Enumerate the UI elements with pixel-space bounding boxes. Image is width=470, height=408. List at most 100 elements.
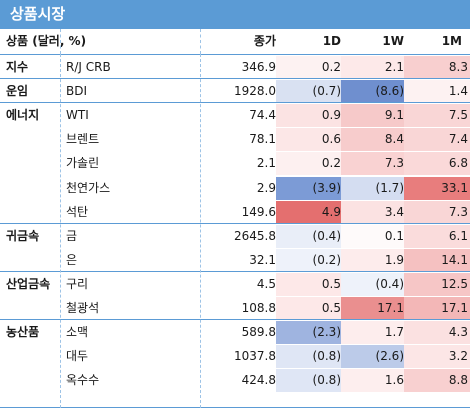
- cell-heat-bg: [404, 224, 470, 248]
- cell-1d: (2.3): [312, 325, 341, 340]
- cell-close: 589.8: [241, 325, 276, 340]
- row-name: BDI: [66, 84, 88, 99]
- cell-heat-bg: [404, 345, 470, 369]
- cell-1m: 3.2: [448, 349, 468, 364]
- table-row: 대두 1037.8 (0.8) (2.6) 3.2: [0, 344, 470, 369]
- row-name: 옥수수: [66, 373, 100, 388]
- cell-close: 4.5: [256, 276, 276, 291]
- cell-close: 1928.0: [234, 84, 276, 99]
- cell-1d: 0.2: [321, 60, 341, 74]
- cell-1m: 1.4: [448, 84, 468, 99]
- row-name: WTI: [66, 108, 89, 123]
- group-divider: [0, 271, 470, 272]
- cell-heat-bg: [276, 321, 341, 345]
- table-row: 운임 BDI 1928.0 (0.7) (8.6) 1.4: [0, 79, 470, 104]
- cell-close: 74.4: [249, 108, 276, 123]
- table-row: 지수 R/J CRB 346.9 0.2 2.1 8.3: [0, 55, 470, 79]
- row-name: 은: [66, 252, 78, 267]
- header-top-rule: [0, 28, 470, 29]
- cell-heat-bg: [276, 272, 341, 296]
- cell-1m: 8.3: [448, 60, 468, 74]
- header-bottom-rule: [0, 54, 470, 55]
- row-name: 천연가스: [66, 180, 111, 195]
- cell-1w: 17.1: [377, 301, 404, 315]
- cell-heat-bg: [341, 80, 404, 104]
- row-name: 소맥: [66, 325, 89, 340]
- cell-heat-bg: [404, 248, 470, 272]
- cell-1m: 33.1: [441, 180, 468, 195]
- cell-1m: 6.1: [448, 228, 468, 243]
- cell-close: 2.1: [256, 156, 276, 171]
- table-row: 가솔린 2.1 0.2 7.3 6.8: [0, 151, 470, 176]
- cell-heat-bg: [276, 176, 341, 200]
- cell-heat-bg: [404, 152, 470, 176]
- cell-1d: (0.7): [312, 84, 341, 99]
- row-group: 농산품: [6, 325, 40, 340]
- table-row: 천연가스 2.9 (3.9) (1.7) 33.1: [0, 176, 470, 200]
- cell-1d: 0.9: [321, 108, 341, 123]
- cell-heat-bg: [341, 128, 404, 152]
- cell-heat-bg: [404, 297, 470, 320]
- row-name: 철광석: [66, 301, 100, 315]
- cell-1d: 0.5: [321, 276, 341, 291]
- cell-close: 149.6: [241, 204, 276, 219]
- cell-1w: 8.4: [384, 132, 404, 147]
- column-divider: [60, 54, 61, 408]
- column-divider: [200, 29, 201, 54]
- cell-1m: 12.5: [441, 276, 468, 291]
- cell-heat-bg: [404, 56, 470, 79]
- cell-1d: 4.9: [321, 204, 341, 219]
- column-divider: [60, 29, 61, 54]
- row-group: 운임: [6, 84, 29, 99]
- cell-1w: 7.3: [384, 156, 404, 171]
- cell-1w: 0.1: [384, 228, 404, 243]
- cell-close: 346.9: [241, 60, 276, 74]
- cell-close: 78.1: [249, 132, 276, 147]
- cell-heat-bg: [341, 224, 404, 248]
- cell-heat-bg: [276, 248, 341, 272]
- table-title: 상품시장: [0, 0, 470, 28]
- cell-1w: 9.1: [384, 108, 404, 123]
- cell-heat-bg: [341, 345, 404, 369]
- header-1w: 1W: [382, 34, 404, 48]
- cell-1d: 0.5: [321, 301, 341, 315]
- cell-close: 424.8: [241, 373, 276, 388]
- table-row: 농산품 소맥 589.8 (2.3) 1.7 4.3: [0, 320, 470, 345]
- cell-heat-bg: [341, 56, 404, 79]
- cell-1d: (0.8): [312, 373, 341, 388]
- table-row: 귀금속 금 2645.8 (0.4) 0.1 6.1: [0, 224, 470, 248]
- row-name: 대두: [66, 349, 89, 364]
- table-header: 상품 (달러, %) 종가 1D 1W 1M: [0, 29, 470, 54]
- cell-heat-bg: [404, 369, 470, 393]
- cell-close: 32.1: [249, 252, 276, 267]
- cell-1w: 1.9: [384, 252, 404, 267]
- cell-1m: 7.5: [448, 108, 468, 123]
- cell-heat-bg: [341, 272, 404, 296]
- group-divider: [0, 102, 470, 103]
- table-row: 산업금속 구리 4.5 0.5 (0.4) 12.5: [0, 272, 470, 296]
- cell-heat-bg: [341, 176, 404, 200]
- header-item: 상품 (달러, %): [6, 34, 87, 48]
- row-group: 지수: [6, 60, 29, 74]
- cell-heat-bg: [404, 80, 470, 104]
- row-name: R/J CRB: [66, 60, 111, 74]
- table-row: 옥수수 424.8 (0.8) 1.6 8.8: [0, 368, 470, 393]
- header-1d: 1D: [322, 34, 341, 48]
- row-name: 브렌트: [66, 132, 100, 147]
- cell-heat-bg: [276, 152, 341, 176]
- cell-1w: 2.1: [384, 60, 404, 74]
- cell-heat-bg: [341, 321, 404, 345]
- cell-1m: 17.1: [441, 301, 468, 315]
- cell-1m: 7.4: [448, 132, 468, 147]
- cell-1w: (1.7): [375, 180, 404, 195]
- cell-heat-bg: [341, 297, 404, 320]
- cell-1w: (0.4): [375, 276, 404, 291]
- cell-1w: (2.6): [375, 349, 404, 364]
- row-group: 귀금속: [6, 228, 40, 243]
- cell-heat-bg: [276, 369, 341, 393]
- cell-1w: 3.4: [384, 204, 404, 219]
- cell-1d: 0.2: [321, 156, 341, 171]
- cell-heat-bg: [404, 321, 470, 345]
- table-row: 브렌트 78.1 0.6 8.4 7.4: [0, 127, 470, 152]
